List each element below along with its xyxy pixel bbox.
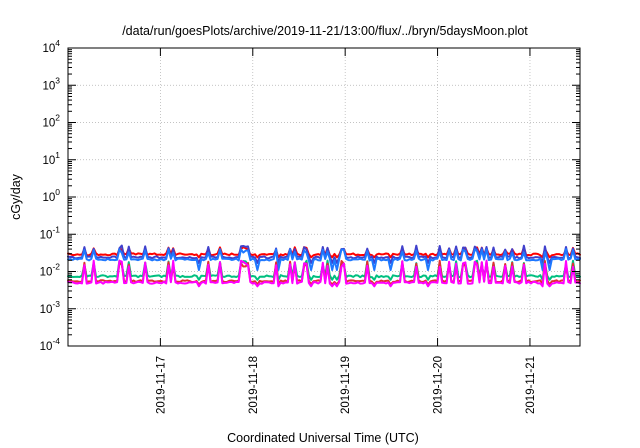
y-tick-label: 103 xyxy=(42,75,60,92)
x-axis-label: Coordinated Universal Time (UTC) xyxy=(227,431,419,445)
series-layer xyxy=(67,244,581,288)
y-tick-base: 10 xyxy=(40,229,53,241)
y-tick-exponent: -1 xyxy=(52,224,60,234)
grid xyxy=(68,48,580,346)
x-tick-label: 2019-11-18 xyxy=(248,356,260,414)
y-tick-exponent: 4 xyxy=(55,38,60,48)
axis-ticks xyxy=(68,47,580,347)
series-line-magenta xyxy=(67,259,581,288)
y-tick-exponent: 2 xyxy=(55,113,60,123)
y-tick-base: 10 xyxy=(40,267,53,279)
y-tick-label: 104 xyxy=(42,38,60,55)
x-tick-label: 2019-11-17 xyxy=(155,356,167,414)
y-tick-base: 10 xyxy=(42,80,55,92)
y-tick-exponent: -4 xyxy=(52,336,60,346)
y-tick-base: 10 xyxy=(42,192,55,204)
y-tick-label: 10-3 xyxy=(40,299,61,316)
x-tick-label: 2019-11-21 xyxy=(525,356,537,414)
y-tick-base: 10 xyxy=(42,118,55,130)
y-tick-label: 10-2 xyxy=(40,262,61,279)
y-tick-base: 10 xyxy=(40,304,53,316)
y-tick-label: 10-1 xyxy=(40,224,61,241)
x-tick-label: 2019-11-20 xyxy=(433,356,445,414)
y-tick-base: 10 xyxy=(40,341,53,353)
x-tick-label: 2019-11-19 xyxy=(340,356,352,414)
y-tick-label: 101 xyxy=(42,150,60,167)
y-tick-label: 100 xyxy=(42,187,60,204)
y-tick-exponent: 1 xyxy=(55,150,60,160)
chart-title: /data/run/goesPlots/archive/2019-11-21/1… xyxy=(122,24,528,38)
y-tick-exponent: 3 xyxy=(55,75,60,85)
y-axis-label: cGy/day xyxy=(9,173,23,220)
y-tick-exponent: -3 xyxy=(52,299,60,309)
x-tick-labels: 2019-11-17 2019-11-18 2019-11-19 2019-11-20… xyxy=(155,356,537,414)
y-tick-base: 10 xyxy=(42,155,55,167)
y-tick-base: 10 xyxy=(42,43,55,55)
y-tick-label: 10-4 xyxy=(40,336,61,353)
series-line-blue xyxy=(67,248,581,271)
y-tick-exponent: 0 xyxy=(55,187,60,197)
y-tick-label: 102 xyxy=(42,113,60,130)
y-tick-exponent: -2 xyxy=(52,262,60,272)
